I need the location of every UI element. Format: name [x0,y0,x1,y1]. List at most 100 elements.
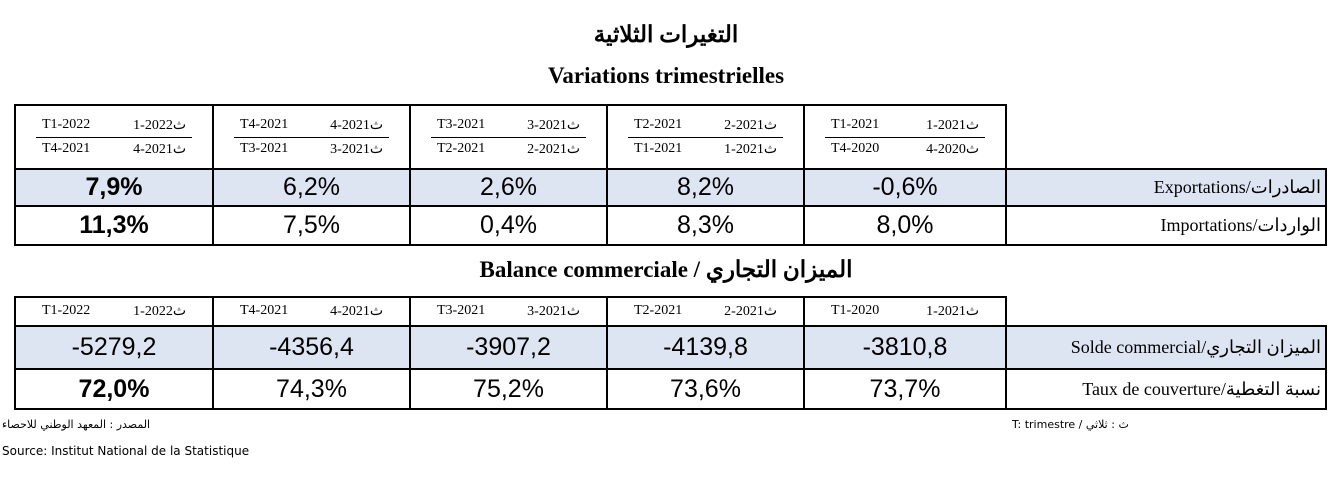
period-fr: T4-2021 [240,303,289,318]
table-balance: T1-2022 ث2022-1 T4-2021 ث2021-4 T3-2021 ث2021… [14,296,1327,410]
section-title: Balance commerciale / الميزان التجاري [479,257,853,282]
period-fr: T1-2021 [634,140,683,156]
header-line: T1-2020 ث2021-1 [825,300,985,323]
period-fr: T1-2020 [831,303,880,318]
header-box: T4-2021 ث2021-4 T3-2021 ث2021-3 [214,110,409,165]
value-cell: 8,0% [803,205,1007,246]
header-box: T1-2021 ث2021-1 T4-2020 ث2020-4 [805,110,1005,165]
empty-cell [1005,105,1326,170]
value-cell: 73,6% [606,368,805,410]
row-label: Exportations/الصادرات [1005,168,1327,207]
period-ar: ث2021-3 [330,141,383,157]
value-cell: 2,6% [409,168,608,207]
period-ar: ث2021-1 [926,304,979,319]
value-cell: 7,5% [212,205,411,246]
value-cell: 8,3% [606,205,805,246]
data-row: -5279,2 -4356,4 -3907,2 -4139,8 -3810,8 Solde… [14,325,1327,370]
value-cell: -0,6% [803,168,1007,207]
header-cell: T2-2021 ث2021-2 T1-2021 ث2021-1 [606,104,805,170]
header-cell: T2-2021 ث2021-2 [606,296,805,327]
period-fr: T4-2021 [240,116,289,132]
header-box: T3-2021 ث2021-3 [411,298,606,325]
period-fr: T4-2021 [42,140,91,156]
period-fr: T1-2021 [831,116,880,132]
row-label: Taux de couverture/نسبة التغطية [1005,368,1327,410]
header-box: T4-2021 ث2021-4 [214,298,409,325]
period-ar: ث2020-4 [926,141,979,157]
value-cell: 6,2% [212,168,411,207]
header-box: T2-2021 ث2021-2 T1-2021 ث2021-1 [608,110,803,165]
header-cell: T1-2022 ث2022-1 T4-2021 ث2021-4 [14,104,214,170]
header-cell: T1-2022 ث2022-1 [14,296,214,327]
value-cell: 74,3% [212,368,411,410]
source-ar: المصدر : المعهد الوطني للاحصاء [2,418,151,431]
period-ar: ث2021-1 [724,141,777,157]
header-line: T3-2021 ث2021-3 [431,300,586,323]
header-box: T3-2021 ث2021-3 T2-2021 ث2021-2 [411,110,606,165]
period-ar: ث2021-1 [926,117,979,133]
data-row: 7,9% 6,2% 2,6% 8,2% -0,6% Exportations/الصادر… [14,168,1327,207]
header-cell: T1-2021 ث2021-1 T4-2020 ث2020-4 [803,104,1007,170]
period-ar: ث2021-3 [527,117,580,133]
empty-cell [1005,297,1326,327]
period-ar: ث2021-4 [133,141,186,157]
title-ar: التغيرات الثلاثية [593,22,739,47]
header-line: T1-2021 ث2021-1 [628,138,783,161]
period-ar: ث2021-4 [330,304,383,319]
header-box: T1-2022 ث2022-1 T4-2021 ث2021-4 [16,110,212,165]
header-line: T1-2022 ث2022-1 [36,114,192,138]
header-cell: T4-2021 ث2021-4 T3-2021 ث2021-3 [212,104,411,170]
value-cell: -3907,2 [409,325,608,370]
header-line: T4-2020 ث2020-4 [825,138,985,161]
period-fr: T2-2021 [437,140,486,156]
header-cell: T3-2021 ث2021-3 T2-2021 ث2021-2 [409,104,608,170]
period-ar: ث2021-2 [527,141,580,157]
title-fr: Variations trimestrielles [547,63,785,88]
value-cell: -5279,2 [14,325,214,370]
header-box: T2-2021 ث2021-2 [608,298,803,325]
value-cell: -4356,4 [212,325,411,370]
row-label: Solde commercial/الميزان التجاري [1005,325,1327,370]
header-box: T1-2020 ث2021-1 [805,298,1005,325]
value-cell: -3810,8 [803,325,1007,370]
period-ar: ث2022-1 [133,117,186,133]
period-fr: T3-2021 [437,303,486,318]
data-row: 72,0% 74,3% 75,2% 73,6% 73,7% Taux de couvert… [14,368,1327,410]
header-box: T1-2022 ث2022-1 [16,298,212,325]
period-fr: T3-2021 [240,140,289,156]
period-fr: T1-2022 [42,303,91,318]
header-line: T4-2021 ث2021-4 [36,138,192,161]
header-line: T4-2021 ث2021-4 [234,300,389,323]
value-cell: -4139,8 [606,325,805,370]
header-line: T1-2021 ث2021-1 [825,114,985,138]
period-fr: T1-2022 [42,116,91,132]
row-label: Importations/الواردات [1005,205,1327,246]
header-cell: T4-2021 ث2021-4 [212,296,411,327]
period-fr: T2-2021 [634,116,683,132]
value-cell: 8,2% [606,168,805,207]
value-cell: 72,0% [14,368,214,410]
period-ar: ث2021-4 [330,117,383,133]
value-cell: 73,7% [803,368,1007,410]
header-line: T1-2022 ث2022-1 [36,300,192,323]
header-line: T4-2021 ث2021-4 [234,114,389,138]
legend: T: trimestre / ث : ثلاثي [1012,418,1129,431]
table-variations: T1-2022 ث2022-1 T4-2021 ث2021-4 T4-2021 ث2021… [14,104,1327,246]
value-cell: 11,3% [14,205,214,246]
header-line: T2-2021 ث2021-2 [628,300,783,323]
header-row: T1-2022 ث2022-1 T4-2021 ث2021-4 T4-2021 ث2021… [14,104,1326,170]
data-row: 11,3% 7,5% 0,4% 8,3% 8,0% Importations/الوارد… [14,205,1327,246]
value-cell: 7,9% [14,168,214,207]
period-ar: ث2021-2 [724,117,777,133]
value-cell: 75,2% [409,368,608,410]
period-ar: ث2021-2 [724,304,777,319]
header-line: T3-2021 ث2021-3 [234,138,389,161]
header-row: T1-2022 ث2022-1 T4-2021 ث2021-4 T3-2021 ث2021… [14,296,1326,327]
source-fr: Source: Institut National de la Statisti… [2,444,250,458]
header-cell: T1-2020 ث2021-1 [803,296,1007,327]
header-line: T2-2021 ث2021-2 [431,138,586,161]
period-ar: ث2022-1 [133,304,186,319]
header-cell: T3-2021 ث2021-3 [409,296,608,327]
period-fr: T2-2021 [634,303,683,318]
